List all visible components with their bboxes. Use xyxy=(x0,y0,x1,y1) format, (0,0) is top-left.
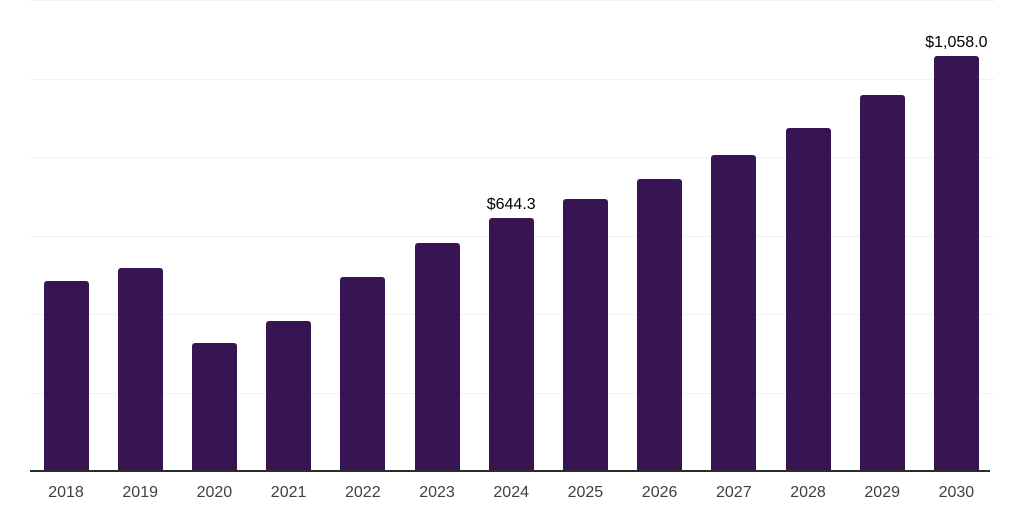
x-tick-label-2018: 2018 xyxy=(48,484,84,501)
x-tick-label-2020: 2020 xyxy=(196,484,233,501)
x-tick-label-2021: 2021 xyxy=(270,484,307,501)
x-tick-label-2025: 2025 xyxy=(567,484,604,501)
bar-2018 xyxy=(43,281,89,471)
bar-2029 xyxy=(859,94,905,471)
x-tick-label-2022: 2022 xyxy=(345,484,381,501)
x-tick-label-2029: 2029 xyxy=(864,484,900,501)
bar-2022 xyxy=(340,277,386,471)
h-gridline-1200 xyxy=(30,0,995,1)
bar-2026 xyxy=(637,178,683,471)
h-gridline-800 xyxy=(30,157,995,158)
bar-2019 xyxy=(117,268,163,471)
bar-2020 xyxy=(191,343,237,471)
bar-2027 xyxy=(711,154,757,471)
x-tick-label-2024: 2024 xyxy=(493,484,529,501)
bar-2023 xyxy=(414,242,460,471)
x-tick-label-2019: 2019 xyxy=(122,484,158,501)
x-axis-line xyxy=(30,470,990,472)
bar-2028 xyxy=(785,127,831,471)
bar-2025 xyxy=(562,199,608,471)
x-tick-label-2023: 2023 xyxy=(419,484,455,501)
bar-2024 xyxy=(488,218,534,471)
x-tick-label-2030: 2030 xyxy=(938,484,975,501)
x-tick-label-2026: 2026 xyxy=(641,484,678,501)
x-tick-label-2028: 2028 xyxy=(790,484,826,501)
bar-2030 xyxy=(933,55,979,471)
bar-2021 xyxy=(266,321,312,471)
h-gridline-1000 xyxy=(30,79,995,80)
x-tick-label-2027: 2027 xyxy=(716,484,752,501)
data-label-2030: $1,058.0 xyxy=(925,33,988,51)
data-label-2024: $644.3 xyxy=(486,196,536,214)
